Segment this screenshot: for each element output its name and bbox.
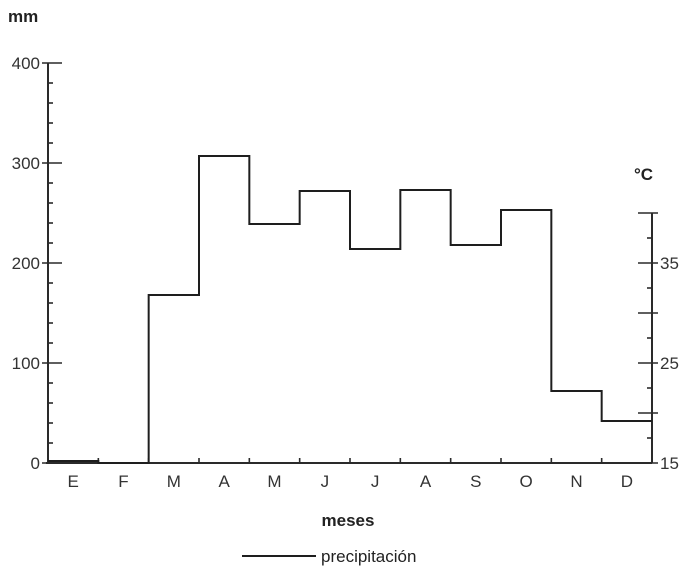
x-tick-label: M <box>167 472 181 491</box>
series-group <box>48 155 652 464</box>
y-left-tick-label: 0 <box>31 454 40 473</box>
series-line-precipitacion <box>48 155 652 464</box>
x-tick-label: J <box>371 472 380 491</box>
x-tick-label: O <box>520 472 533 491</box>
x-tick-label: S <box>470 472 481 491</box>
x-tick-label: J <box>321 472 330 491</box>
axes <box>46 63 653 464</box>
right-axis-ticks: 15 25 35 <box>638 212 679 473</box>
x-tick-label: A <box>218 472 230 491</box>
x-tick-label: F <box>118 472 128 491</box>
y-left-unit: mm <box>8 7 38 26</box>
x-tick-label: A <box>420 472 432 491</box>
x-tick-label: E <box>67 472 78 491</box>
x-tick-label: N <box>570 472 582 491</box>
y-left-tick-label: 300 <box>12 154 40 173</box>
legend-label: precipitación <box>321 547 416 566</box>
y-right-unit: °C <box>634 165 653 184</box>
y-right-tick-label: 35 <box>660 254 679 273</box>
y-left-tick-label: 200 <box>12 254 40 273</box>
x-tick-label: D <box>621 472 633 491</box>
y-right-tick-label: 15 <box>660 454 679 473</box>
left-axis-ticks: 0 100 200 300 400 <box>12 54 62 473</box>
legend: precipitación <box>242 547 416 566</box>
y-left-tick-label: 100 <box>12 354 40 373</box>
y-right-tick-label: 25 <box>660 354 679 373</box>
x-axis-label: meses <box>322 511 375 530</box>
x-tick-label: M <box>267 472 281 491</box>
y-left-tick-label: 400 <box>12 54 40 73</box>
